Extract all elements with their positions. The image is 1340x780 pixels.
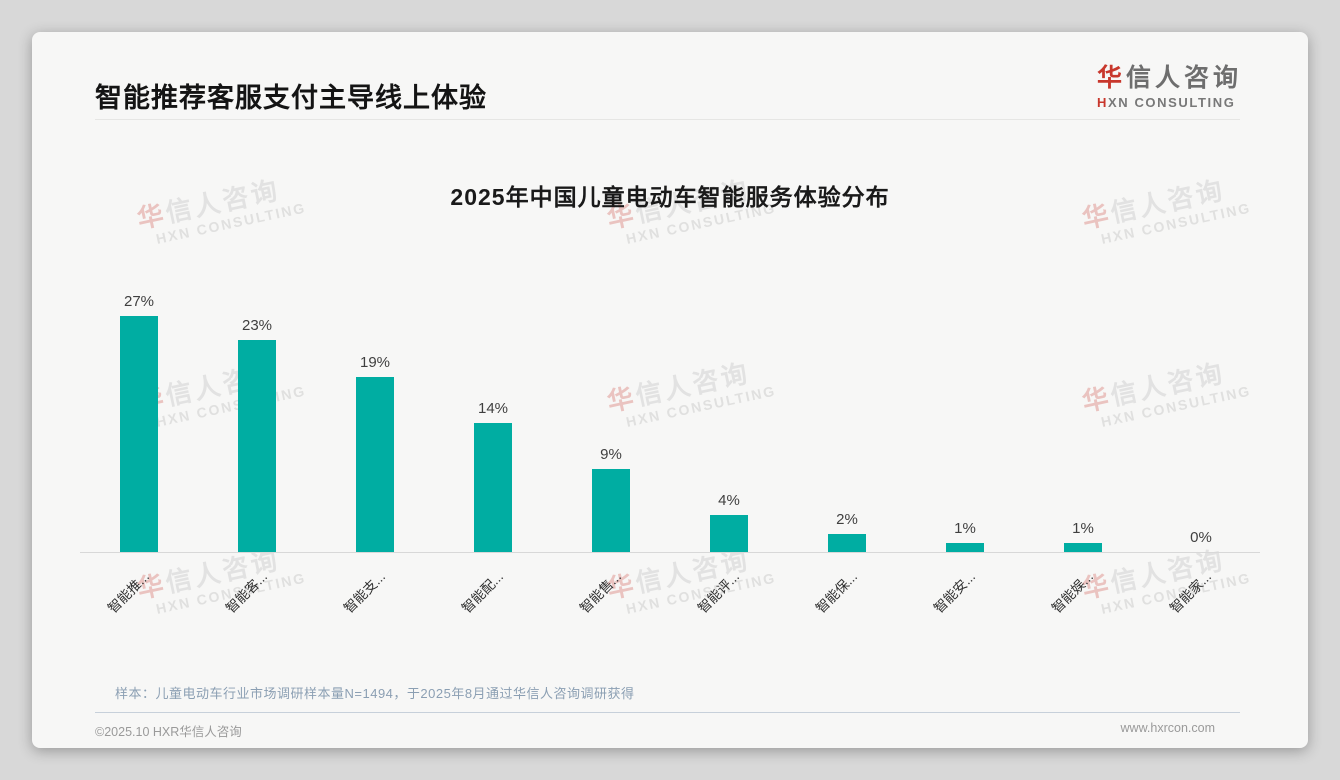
- x-axis-label-slot: 智能安...: [906, 554, 1024, 644]
- x-axis-label: 智能配...: [459, 568, 507, 617]
- x-axis-label-slot: 智能配...: [434, 554, 552, 644]
- bar-slot: 9%: [552, 293, 670, 552]
- x-axis-label-slot: 智能家...: [1142, 554, 1260, 644]
- bar-slot: 0%: [1142, 293, 1260, 552]
- x-axis-label-slot: 智能推...: [80, 554, 198, 644]
- bar-slot: 2%: [788, 293, 906, 552]
- bar: [828, 534, 866, 552]
- x-axis-label-slot: 智能客...: [198, 554, 316, 644]
- x-axis-label-slot: 智能支...: [316, 554, 434, 644]
- bar: [946, 543, 984, 552]
- bar-slot: 4%: [670, 293, 788, 552]
- bar-slot: 1%: [1024, 293, 1142, 552]
- x-axis-label-slot: 智能保...: [788, 554, 906, 644]
- x-axis-label-slot: 智能评...: [670, 554, 788, 644]
- copyright-text: ©2025.10 HXR华信人咨询: [95, 725, 242, 739]
- x-axis-label: 智能评...: [695, 568, 743, 617]
- x-axis-label: 智能客...: [223, 568, 271, 617]
- bar-value-label: 1%: [1072, 520, 1094, 537]
- x-axis-label: 智能安...: [931, 568, 979, 617]
- bar: [1064, 543, 1102, 552]
- bar: [356, 377, 394, 552]
- bar: [238, 340, 276, 552]
- slide-card: 华信人咨询 HXN CONSULTING 华信人咨询 HXN CONSULTING 华信…: [32, 32, 1308, 748]
- bar-value-label: 23%: [241, 317, 273, 334]
- website-url: www.hxrcon.com: [1120, 721, 1215, 735]
- sample-note: 样本：儿童电动车行业市场调研样本量N=1494，于2025年8月通过华信人咨询调…: [115, 686, 635, 701]
- bar-value-label: 4%: [718, 492, 740, 509]
- header-divider: [95, 119, 1240, 120]
- bar-slot: 14%: [434, 293, 552, 552]
- page-title: 智能推荐客服支付主导线上体验: [95, 83, 487, 113]
- bar-value-label: 0%: [1190, 529, 1212, 546]
- logo-cn-text: 华信人咨询: [1096, 64, 1242, 92]
- bar: [120, 316, 158, 552]
- bar-value-label: 1%: [954, 520, 976, 537]
- bar-slot: 19%: [316, 293, 434, 552]
- logo-en-text: HXN CONSULTING: [1096, 95, 1236, 110]
- x-axis-label: 智能娱...: [1049, 568, 1097, 617]
- bar-slot: 23%: [198, 293, 316, 552]
- company-logo: 华信人咨询 HXN CONSULTING: [1097, 58, 1242, 110]
- bar: [710, 515, 748, 552]
- bar-value-label: 19%: [359, 354, 391, 371]
- x-axis-label: 智能家...: [1167, 568, 1215, 617]
- footer-divider: [95, 712, 1240, 713]
- x-axis-label-slot: 智能娱...: [1024, 554, 1142, 644]
- bar-slot: 27%: [80, 293, 198, 552]
- bar-value-label: 9%: [600, 446, 622, 463]
- bar-value-label: 2%: [836, 511, 858, 528]
- bar-slot: 1%: [906, 293, 1024, 552]
- chart-title: 2025年中国儿童电动车智能服务体验分布: [450, 184, 890, 210]
- x-axis-label: 智能售...: [577, 568, 625, 617]
- bar: [474, 423, 512, 552]
- bar: [592, 469, 630, 552]
- x-axis-label: 智能支...: [341, 568, 389, 617]
- x-axis-label: 智能保...: [813, 568, 861, 617]
- plot-area: 27% 23% 19% 14% 9% 4% 2% 1% 1% 0%: [80, 293, 1260, 553]
- bar-value-label: 27%: [123, 293, 155, 310]
- bar-value-label: 14%: [477, 400, 509, 417]
- x-axis-labels: 智能推... 智能客... 智能支... 智能配... 智能售... 智能评... 智能保.…: [80, 554, 1260, 644]
- x-axis-label: 智能推...: [105, 568, 153, 617]
- x-axis-label-slot: 智能售...: [552, 554, 670, 644]
